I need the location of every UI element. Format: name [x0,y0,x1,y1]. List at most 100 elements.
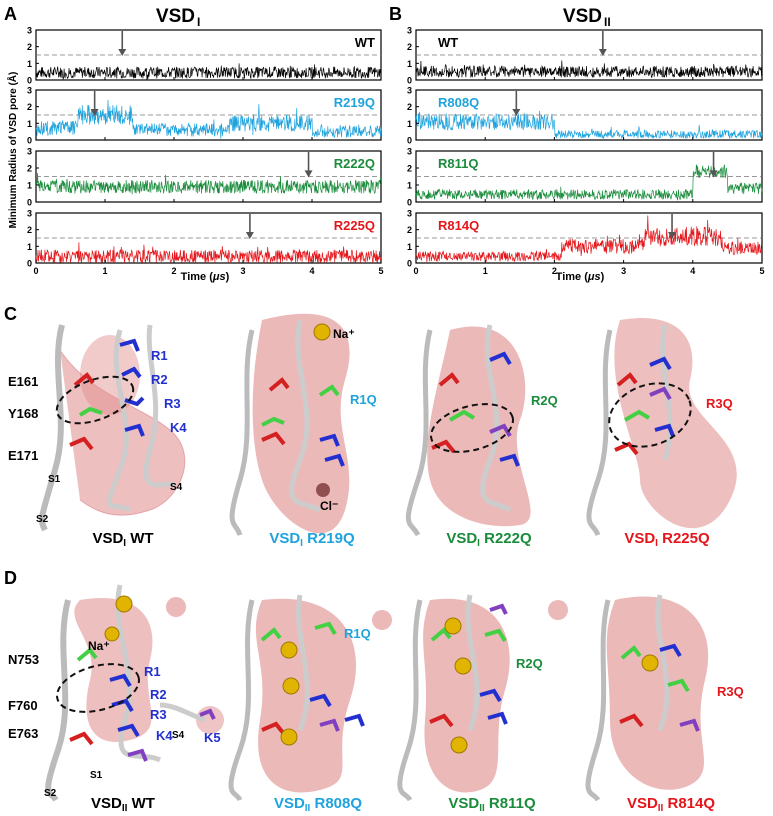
event-arrow-head [304,170,313,178]
label-r2q-c3: R2Q [531,393,558,408]
x-tick-label: 4 [690,266,695,276]
event-arrow-head [118,49,127,56]
event-arrow-head [668,232,677,239]
y-tick-label: 0 [407,259,412,269]
x-axis-label-b-mu: μs [587,271,601,283]
label-n753: N753 [8,652,39,667]
helix-s2-c1 [39,324,65,532]
structure-c-wt: R1 R2 R3 K4 E161 Y168 E171 S1 S2 S4 [8,324,187,532]
y-tick-label: 3 [27,86,32,96]
dashed-ellipse-c4 [608,382,692,448]
y-tick-label: 2 [27,164,32,174]
chart-b-r814q: 0 1 2 3 0 1 2 3 4 5 R814Q [407,209,765,277]
chart-b-r808q: 0 1 2 3 R808Q [407,86,763,146]
structure-caption: VSDII R808Q [274,795,362,814]
chart-a-r219q: 0 1 2 3 R219Q [27,86,382,146]
y-tick-label: 0 [407,198,412,208]
water-pore-d1 [74,598,153,742]
chart-a-r225q: 0 1 2 3 0 1 2 3 4 5 R225Q [27,209,384,277]
panel-b-title: VSD II [563,6,611,29]
y-tick-label: 1 [407,242,412,252]
y-tick-label: 2 [27,225,32,235]
x-tick-label: 1 [102,266,107,276]
x-axis-label-a-close: ) [226,271,230,283]
x-tick-label: 0 [33,266,38,276]
water-pore-c2 [252,313,350,534]
y-tick-label: 0 [407,76,412,86]
chloride-ion-c2 [316,483,330,497]
label-s4-d1: S4 [172,730,185,741]
event-arrow-head [245,232,254,239]
dashed-ellipse-c3 [430,403,514,453]
chart-b-wt: 0 1 2 3 WT [407,26,763,86]
label-s2-c1: S2 [36,514,49,525]
label-na-d1: Na⁺ [88,639,110,653]
y-tick-label: 0 [27,136,32,146]
y-tick-label: 3 [407,86,412,96]
water-pore-d4 [606,596,709,790]
y-tick-label: 3 [407,209,412,219]
y-tick-label: 1 [407,59,412,69]
label-r3q-d4: R3Q [717,684,744,699]
series-label: R225Q [334,218,375,233]
series-line [415,164,763,201]
y-tick-label: 0 [27,198,32,208]
water-pore-c4 [614,318,737,529]
label-s1-c1: S1 [48,474,61,485]
y-tick-label: 3 [27,147,32,157]
series-line [415,215,763,263]
series-label: WT [438,35,458,50]
label-r3-c1: R3 [164,396,181,411]
label-s2-d1: S2 [44,788,57,799]
x-axis-label-a-main: Time ( [181,271,214,283]
x-tick-label: 0 [413,266,418,276]
label-r1-d1: R1 [144,664,161,679]
chart-a-r222q: 0 1 2 3 R222Q [27,147,382,208]
label-k4-c1: K4 [170,420,187,435]
label-r3q-c4: R3Q [706,396,733,411]
label-f760: F760 [8,698,38,713]
helix-s1-c1 [106,329,132,513]
captions-c: VSDI WT VSDI R219Q VSDI R222Q VSDI R225Q [92,530,710,549]
structure-caption: VSDII WT [91,795,155,814]
y-tick-label: 1 [27,181,32,191]
structure-caption: VSDI WT [92,530,153,549]
label-na-c2: Na⁺ [333,327,355,341]
y-tick-label: 1 [27,119,32,129]
label-r2-c1: R2 [151,372,168,387]
sodium-ion-d3-c [450,736,468,754]
x-axis-label-b: Time (μs) [556,271,605,283]
x-tick-label: 5 [378,266,383,276]
label-e171: E171 [8,448,38,463]
label-y168: Y168 [8,406,38,421]
y-tick-label: 2 [27,102,32,112]
sodium-ion-d2-b [282,677,300,695]
event-arrow-head [90,109,99,116]
y-tick-label: 3 [407,26,412,36]
structure-d-r808q: R1Q [228,594,392,802]
x-axis-label-a: Time (μs) [181,271,230,283]
y-tick-label: 1 [407,181,412,191]
label-r2-d1: R2 [150,687,167,702]
series-label: R811Q [438,156,478,171]
x-tick-label: 2 [552,266,557,276]
panel-c-structures: R1 R2 R3 K4 E161 Y168 E171 S1 S2 S4 Na⁺ … [8,313,737,549]
structure-caption: VSDII R811Q [448,795,536,814]
sodium-ion-d4 [641,654,659,672]
series-label: R222Q [334,156,375,171]
series-line [35,63,382,80]
structure-caption: VSDI R225Q [624,530,710,549]
sodium-ion-d2-a [280,641,298,659]
label-k5-d1: K5 [204,730,221,745]
panel-a-title: VSD I [156,6,200,29]
y-tick-label: 2 [407,164,412,174]
water-pore-d3 [423,598,510,793]
label-cl-c2: Cl⁻ [320,499,338,513]
chart-b-r811q: 0 1 2 3 R811Q [407,147,763,208]
panel-b-title-main: VSD [563,6,602,27]
panel-b-title-sub: II [604,15,611,29]
label-s4-c1: S4 [170,482,183,493]
label-e763: E763 [8,726,38,741]
